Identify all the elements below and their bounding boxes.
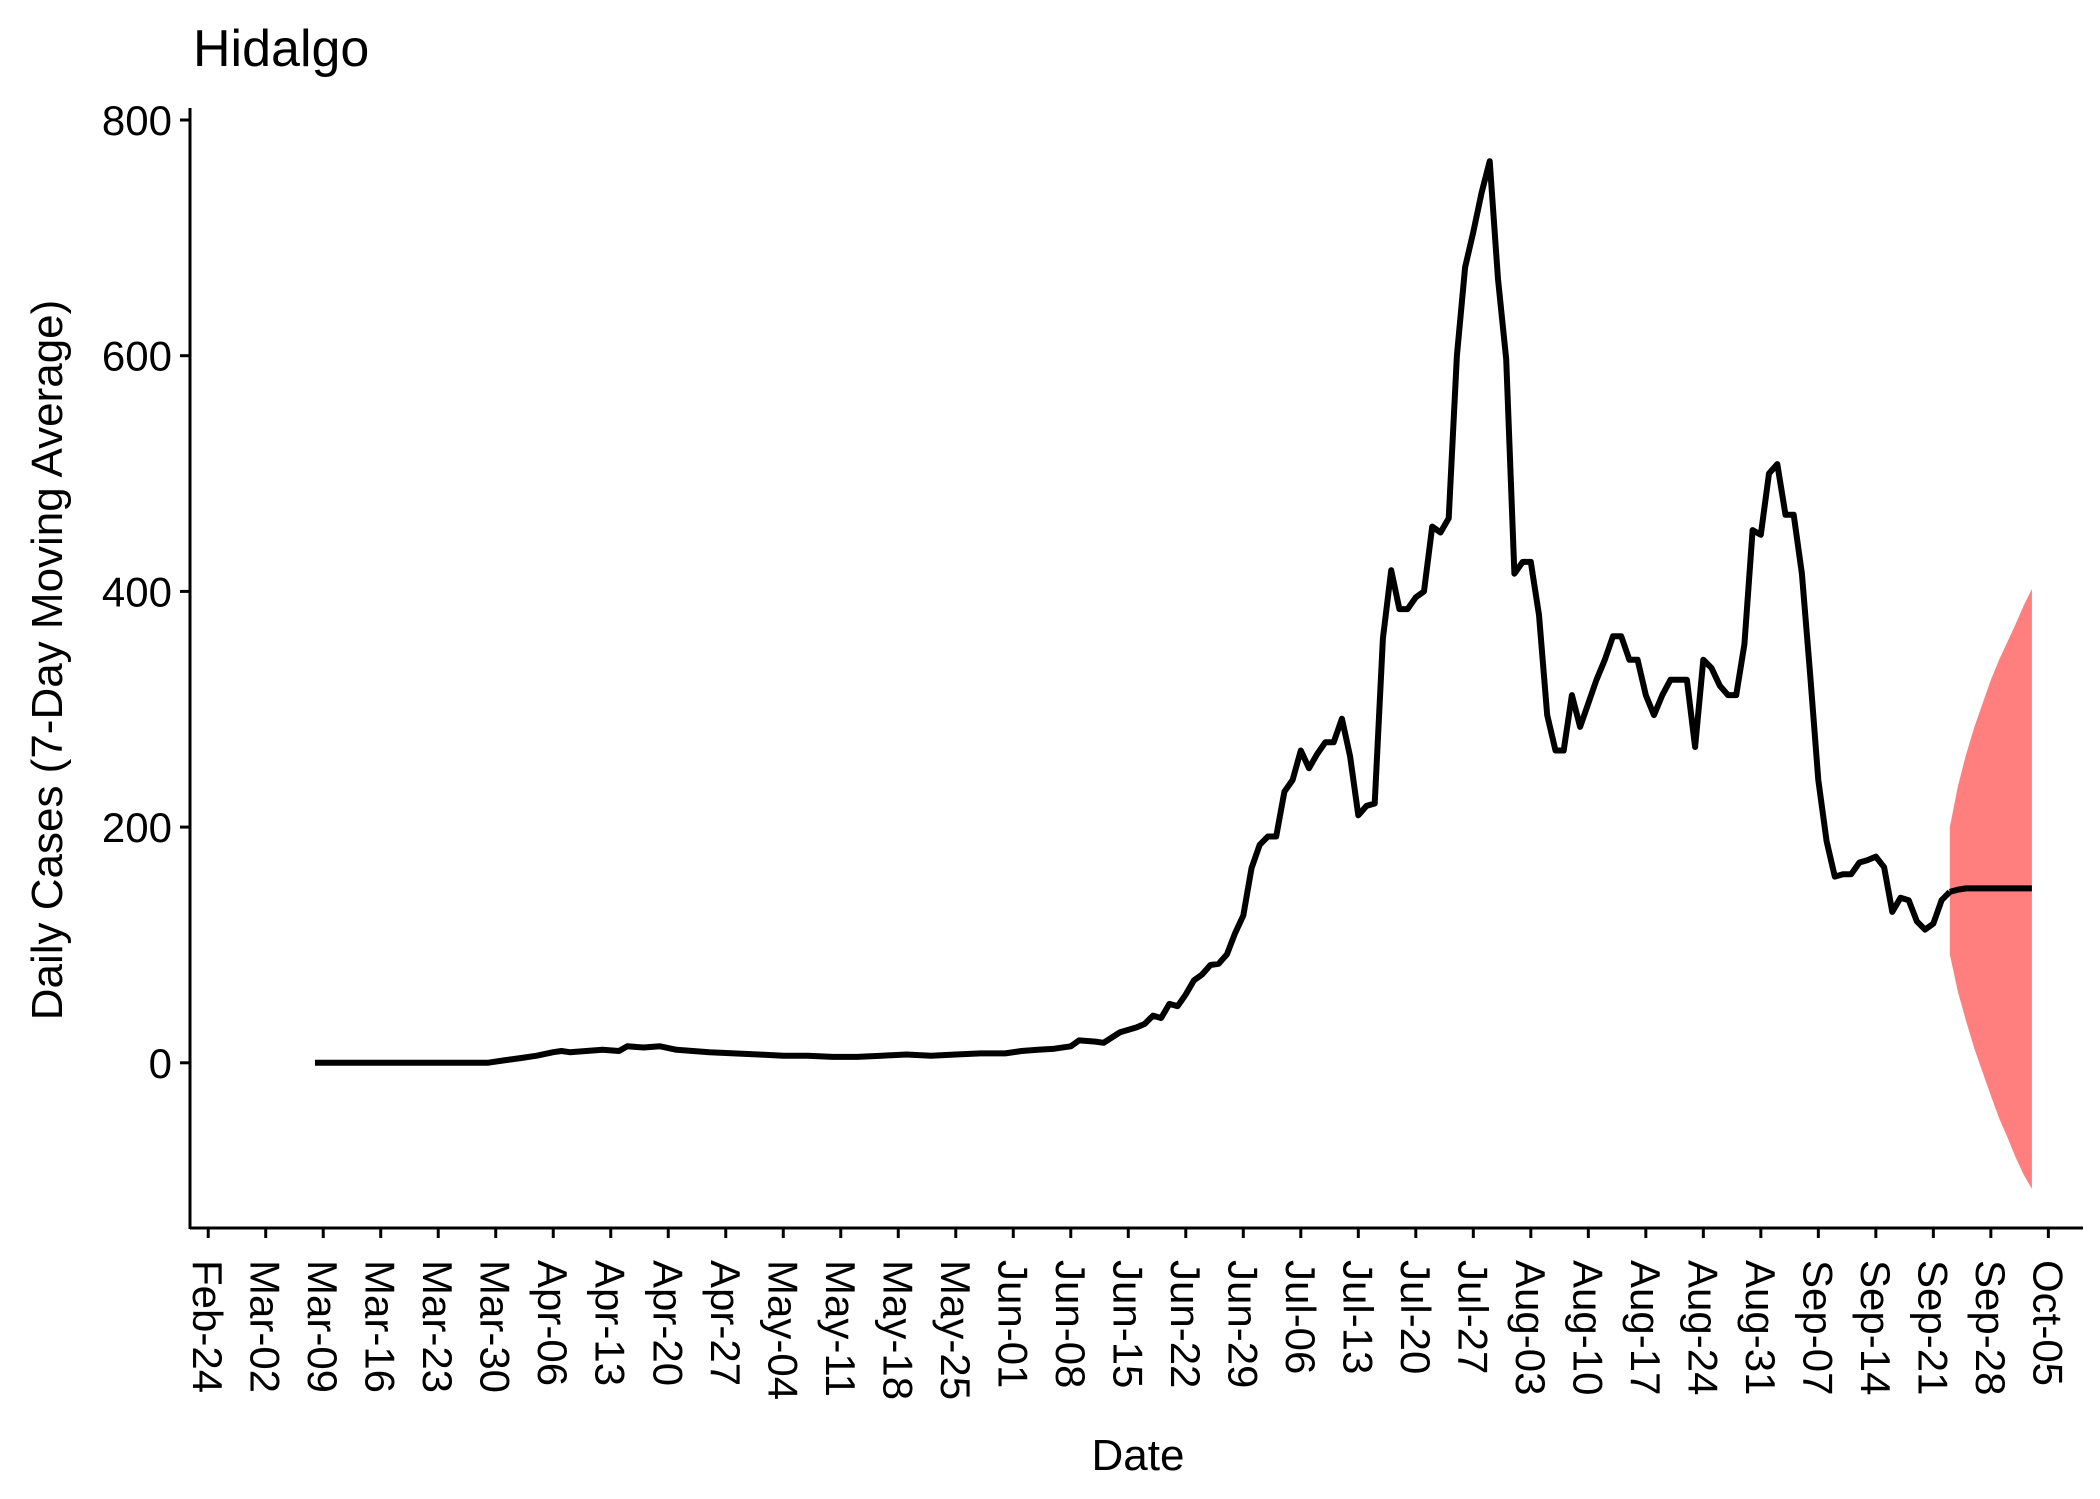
x-tick-label: Jul-13 — [1334, 1260, 1381, 1374]
x-tick-label: Mar-02 — [242, 1260, 289, 1393]
x-tick-label: Aug-10 — [1564, 1260, 1611, 1395]
x-tick-label: Apr-20 — [644, 1260, 691, 1386]
x-tick-label: Mar-30 — [472, 1260, 519, 1393]
x-tick-label: Jul-20 — [1392, 1260, 1439, 1374]
x-tick-label: Sep-07 — [1794, 1260, 1841, 1395]
x-axis-title: Date — [1092, 1431, 1185, 1480]
x-tick-label: May-25 — [932, 1260, 979, 1400]
x-tick-label: Jun-22 — [1162, 1260, 1209, 1388]
x-tick-label: Aug-17 — [1622, 1260, 1669, 1395]
x-tick-label: Apr-27 — [702, 1260, 749, 1386]
y-tick-label: 0 — [149, 1040, 172, 1087]
x-tick-label: Mar-23 — [414, 1260, 461, 1393]
y-tick-label: 400 — [102, 568, 172, 615]
x-tick-label: Sep-28 — [1967, 1260, 2014, 1395]
x-tick-label: Apr-13 — [587, 1260, 634, 1386]
y-tick-label: 200 — [102, 804, 172, 851]
x-tick-label: Jun-15 — [1104, 1260, 1151, 1388]
x-tick-label: Jul-06 — [1277, 1260, 1324, 1374]
observed-series-line — [315, 158, 1952, 1066]
x-tick-label: Oct-05 — [2024, 1260, 2071, 1386]
x-tick-label: Sep-21 — [1909, 1260, 1956, 1395]
plot-area — [315, 158, 2032, 1189]
x-tick-label: Apr-06 — [529, 1260, 576, 1386]
x-axis-ticks: Feb-24 Mar-02 Mar-09 Mar-16 Mar-23 Mar-30 Apr-… — [184, 1228, 2071, 1400]
y-axis-ticks: 0 200 400 600 800 — [102, 97, 190, 1087]
x-tick-label: Jul-27 — [1449, 1260, 1496, 1374]
x-tick-label: May-11 — [817, 1260, 864, 1397]
x-tick-label: Jun-08 — [1047, 1260, 1094, 1388]
x-tick-label: Feb-24 — [184, 1260, 231, 1393]
forecast-series-line — [1948, 885, 2032, 895]
x-tick-label: Aug-24 — [1679, 1260, 1726, 1395]
y-axis-title: Daily Cases (7-Day Moving Average) — [23, 300, 72, 1021]
x-tick-label: Mar-16 — [357, 1260, 404, 1393]
x-tick-label: Jun-01 — [989, 1260, 1036, 1388]
x-tick-label: May-04 — [759, 1260, 806, 1400]
y-tick-label: 800 — [102, 97, 172, 144]
x-tick-label: Aug-31 — [1737, 1260, 1784, 1395]
chart-title: Hidalgo — [193, 20, 369, 78]
x-tick-label: May-18 — [874, 1260, 921, 1400]
y-tick-label: 600 — [102, 333, 172, 380]
x-tick-label: Aug-03 — [1507, 1260, 1554, 1395]
x-tick-label: Mar-09 — [299, 1260, 346, 1393]
x-tick-label: Sep-14 — [1852, 1260, 1899, 1395]
x-tick-label: Jun-29 — [1219, 1260, 1266, 1388]
